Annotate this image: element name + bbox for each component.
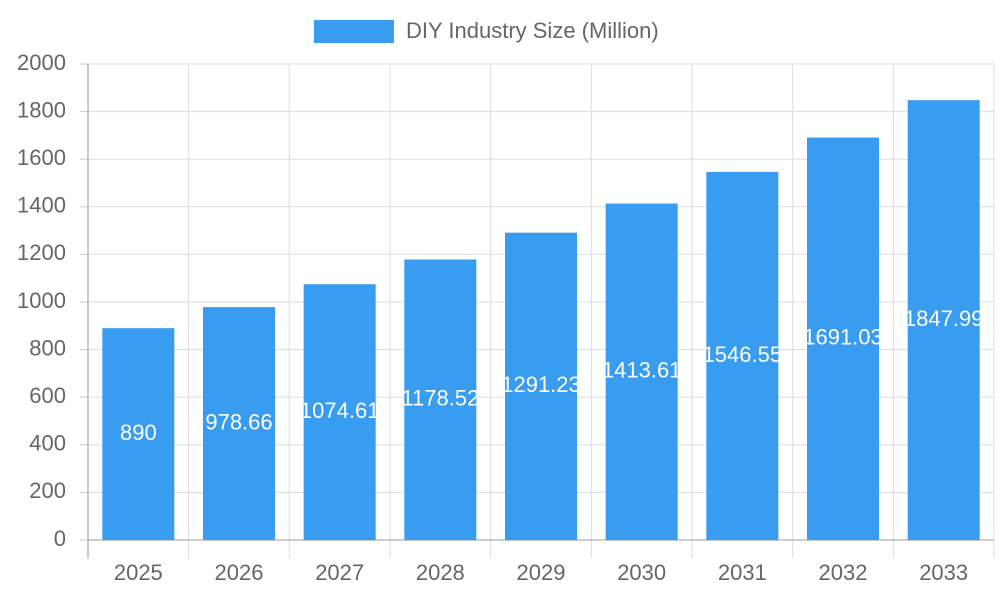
y-tick-label: 200 [29, 478, 66, 503]
x-tick-label: 2029 [517, 560, 566, 585]
value-label: 978.66 [205, 409, 272, 434]
y-tick-label: 2000 [17, 50, 66, 75]
legend-label: DIY Industry Size (Million) [406, 18, 659, 43]
bar [505, 232, 577, 540]
bar [404, 259, 477, 540]
y-tick-label: 0 [54, 526, 66, 551]
bar [102, 328, 175, 540]
x-tick-label: 2031 [718, 560, 767, 585]
x-tick-label: 2026 [215, 560, 264, 585]
value-label: 1691.03 [803, 325, 883, 350]
bar [907, 100, 980, 541]
y-tick-label: 1600 [17, 145, 66, 170]
value-label: 1291.23 [501, 372, 581, 397]
y-tick-label: 1000 [17, 288, 66, 313]
value-label: 1413.61 [602, 358, 682, 383]
y-tick-label: 1400 [17, 193, 66, 218]
bar [203, 307, 275, 540]
x-tick-label: 2028 [416, 560, 465, 585]
value-label: 1546.55 [703, 342, 783, 367]
bar [303, 284, 376, 540]
x-tick-label: 2027 [315, 560, 364, 585]
value-label: 1074.61 [300, 398, 380, 423]
y-tick-label: 1200 [17, 240, 66, 265]
bar [807, 137, 879, 541]
legend-swatch [314, 20, 394, 43]
y-tick-label: 1800 [17, 97, 66, 122]
value-label: 1178.52 [401, 386, 479, 411]
value-label: 1847.99 [904, 306, 984, 331]
value-label: 890 [120, 420, 157, 445]
bar [706, 171, 779, 541]
y-tick-label: 800 [29, 335, 66, 360]
x-tick-label: 2025 [114, 560, 163, 585]
y-tick-label: 400 [29, 431, 66, 456]
y-tick-label: 600 [29, 383, 66, 408]
x-tick-label: 2030 [617, 560, 666, 585]
x-tick-label: 2033 [919, 560, 968, 585]
bar [605, 203, 678, 540]
x-tick-label: 2032 [819, 560, 868, 585]
